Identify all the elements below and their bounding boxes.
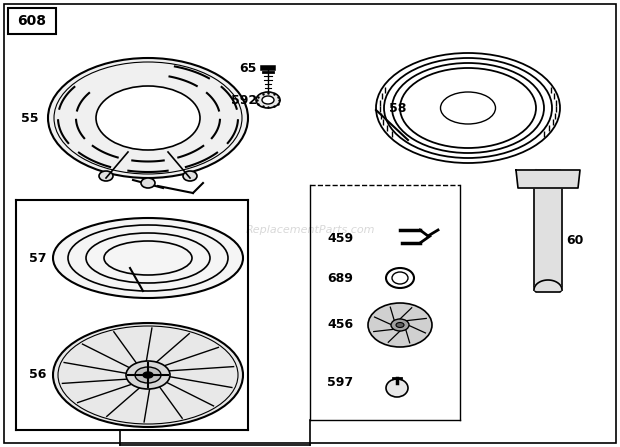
Ellipse shape: [135, 367, 161, 383]
Ellipse shape: [48, 58, 248, 178]
Polygon shape: [534, 170, 562, 292]
Text: 55: 55: [21, 111, 38, 125]
Ellipse shape: [392, 272, 408, 284]
Ellipse shape: [53, 323, 243, 427]
Ellipse shape: [391, 319, 409, 331]
Text: ReplacementParts.com: ReplacementParts.com: [246, 225, 374, 235]
Polygon shape: [534, 280, 562, 290]
Polygon shape: [516, 170, 580, 188]
Text: 60: 60: [566, 233, 583, 246]
Ellipse shape: [386, 268, 414, 288]
Ellipse shape: [141, 178, 155, 188]
Ellipse shape: [183, 171, 197, 181]
Ellipse shape: [53, 218, 243, 298]
Text: 592: 592: [231, 93, 257, 106]
Ellipse shape: [126, 361, 170, 389]
Ellipse shape: [262, 96, 274, 104]
Text: 689: 689: [327, 271, 353, 284]
Text: 608: 608: [17, 14, 46, 28]
Ellipse shape: [99, 171, 113, 181]
Text: 456: 456: [327, 319, 353, 332]
Text: 58: 58: [389, 101, 407, 114]
Text: 459: 459: [327, 232, 353, 245]
Ellipse shape: [396, 322, 404, 328]
Ellipse shape: [96, 86, 200, 150]
Ellipse shape: [256, 92, 280, 108]
Text: 56: 56: [29, 368, 46, 381]
Text: 597: 597: [327, 375, 353, 388]
Ellipse shape: [386, 379, 408, 397]
Text: 65: 65: [239, 62, 257, 75]
Ellipse shape: [143, 372, 153, 378]
Text: 57: 57: [29, 252, 46, 265]
Bar: [8, 8, 56, 34]
Ellipse shape: [368, 303, 432, 347]
Ellipse shape: [440, 92, 495, 124]
